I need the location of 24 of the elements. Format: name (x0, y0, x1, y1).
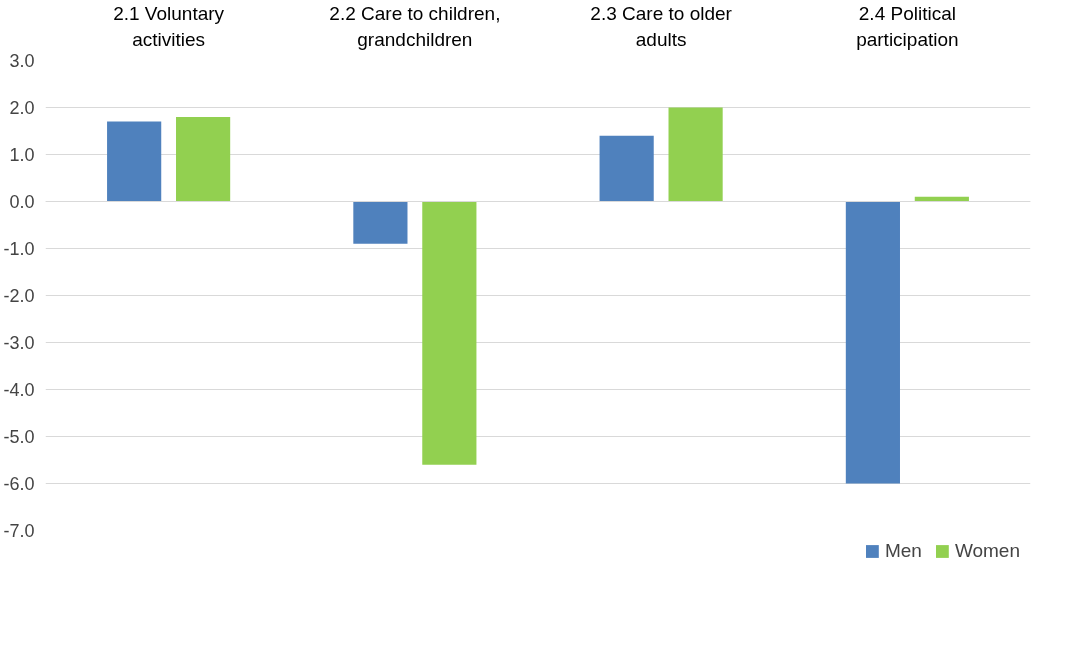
y-tick-label: 1.0 (9, 145, 35, 165)
x-tick-label: 2.4 Political participation (856, 3, 959, 50)
y-tick-label: -2.0 (3, 286, 35, 306)
y-tick-label: -1.0 (3, 239, 35, 259)
y-tick-label: -7.0 (3, 521, 35, 541)
bar (353, 201, 408, 244)
x-tick-label: 2.3 Care to older adults (590, 3, 733, 50)
bar (422, 201, 477, 465)
y-tick-label: 0.0 (9, 192, 35, 212)
bar (599, 135, 654, 202)
bar (845, 201, 900, 484)
bar (107, 121, 162, 202)
y-tick-label: 2.0 (9, 98, 35, 118)
y-tick-label: 3.0 (9, 51, 35, 71)
y-tick-label: -3.0 (3, 333, 35, 353)
legend-label: Men (884, 540, 922, 562)
y-tick-label: -6.0 (3, 474, 35, 494)
legend-label: Women (954, 540, 1020, 562)
bar (176, 116, 231, 202)
x-tick-label: 2.2 Care to children, grandchildren (329, 3, 501, 50)
y-tick-label: -5.0 (3, 427, 35, 447)
bar (668, 107, 723, 202)
x-tick-label: 2.1 Voluntary activities (113, 3, 225, 50)
y-tick-label: -4.0 (3, 380, 35, 400)
